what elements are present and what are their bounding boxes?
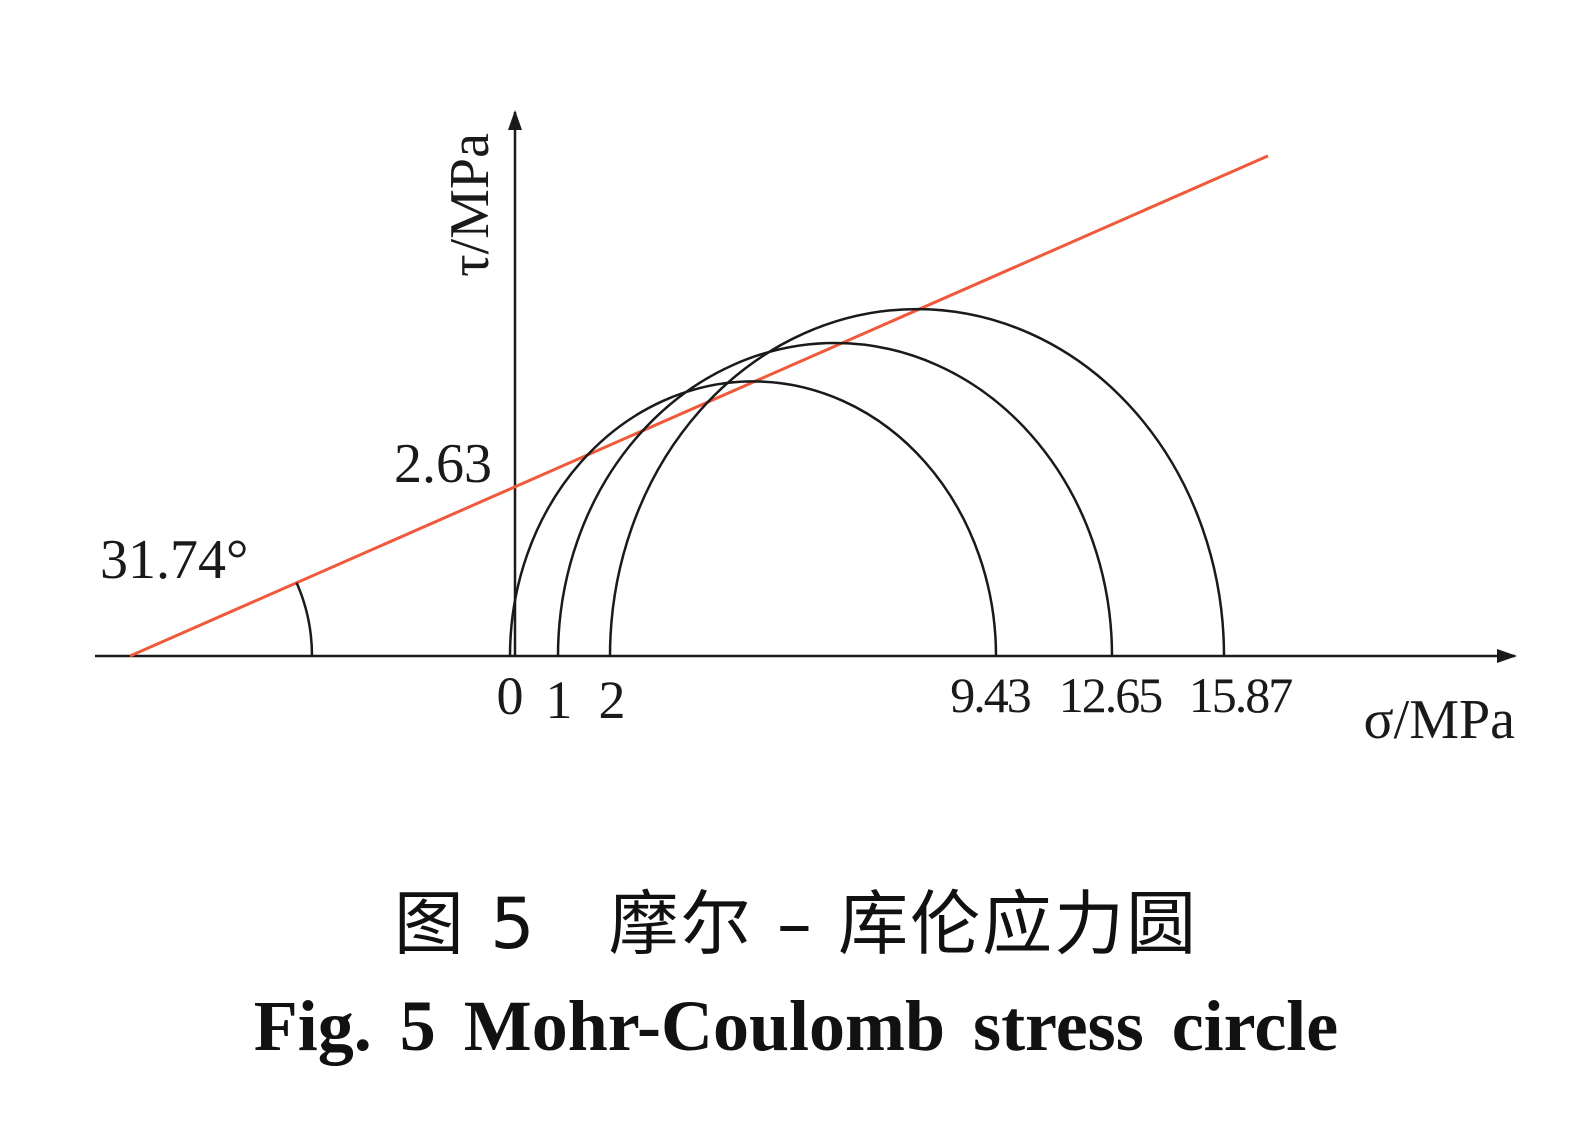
- friction-angle-arc: [295, 582, 314, 657]
- friction-angle-label: 31.74°: [100, 529, 248, 591]
- mohr-circle: [608, 307, 1226, 657]
- failure-envelope-line: [129, 154, 1269, 658]
- figure-caption-english: Fig. 5 Mohr-Coulomb stress circle: [253, 986, 1339, 1066]
- tick-label-12-65: 12.65: [1059, 667, 1163, 723]
- mohr-circles: [508, 307, 1226, 657]
- mohr-coulomb-diagram: τ/MPa σ/MPa 2.63 31.74° 0 1 2 9.43 12.65…: [95, 110, 1517, 751]
- cohesion-label: 2.63: [394, 433, 492, 495]
- tick-label-15-87: 15.87: [1189, 667, 1293, 723]
- tick-label-9-43: 9.43: [950, 667, 1031, 723]
- tick-label-1: 1: [546, 670, 573, 730]
- mohr-circle: [556, 341, 1114, 657]
- tick-label-2: 2: [599, 670, 626, 730]
- tau-axis-label: τ/MPa: [439, 133, 501, 277]
- tick-label-origin: 0: [497, 666, 524, 726]
- figure-caption-chinese: 图 5 摩尔 – 库伦应力圆: [393, 883, 1199, 965]
- mohr-circle: [508, 380, 998, 657]
- sigma-axis-label: σ/MPa: [1363, 689, 1515, 751]
